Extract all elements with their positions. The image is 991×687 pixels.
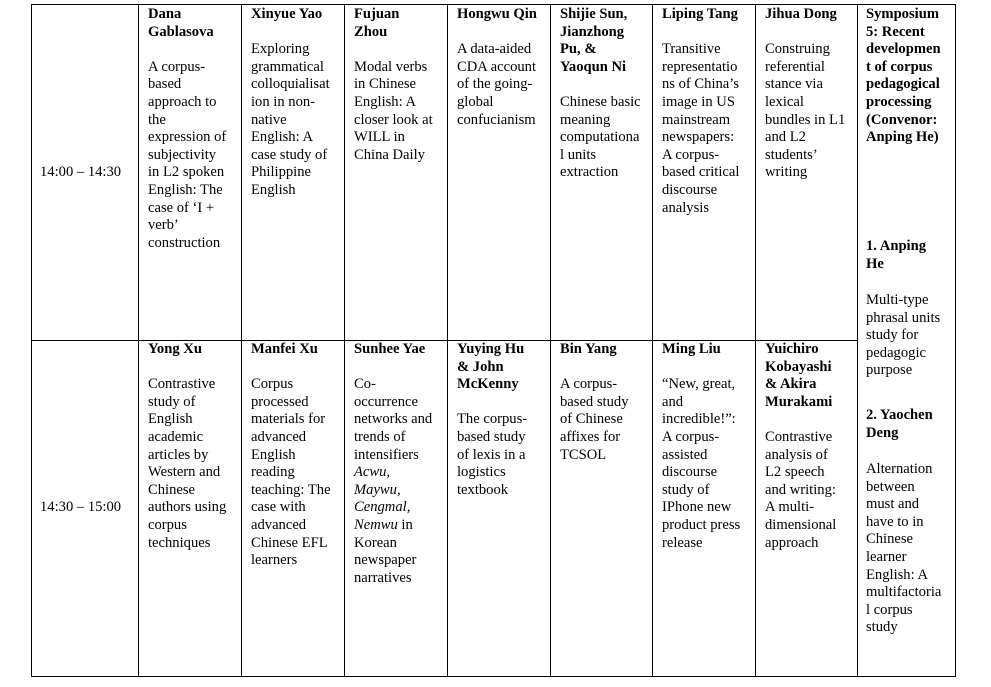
row-divider — [31, 340, 858, 341]
speaker-name: Shijie Sun, Jianzhong Pu, & Yaoqun Ni — [560, 6, 628, 75]
talk-title: Contrastive analysis of L2 speech and wr… — [765, 429, 858, 552]
session-cell: Xinyue Yao Exploring grammatical colloqui… — [241, 6, 344, 200]
session-cell: Liping Tang Transitive representatio ns o… — [652, 6, 755, 217]
column-divider — [550, 4, 551, 677]
speaker-name: Manfei Xu — [251, 341, 318, 357]
session-cell: Manfei Xu Corpus processed materials for … — [241, 341, 344, 570]
column-divider — [857, 4, 858, 677]
speaker-name: Liping Tang — [662, 6, 738, 22]
talk-title-text: Exploring grammatical colloquialisat ion… — [251, 41, 330, 198]
time-slot-1: 14:00 – 14:30 — [40, 164, 122, 180]
talk-title-text: A data-aided CDA account of the going- g… — [457, 41, 537, 128]
talk-title-text: Construing referential stance via lexica… — [765, 41, 846, 181]
talk-title-text: Contrastive study of English academic ar… — [148, 376, 227, 551]
speaker-name: Yuying Hu & John McKenny — [457, 341, 525, 393]
speaker-name: Yuichiro Kobayashi & Akira Murakami — [765, 341, 833, 410]
session-cell: Bin Yang A corpus- based study of Chinese… — [550, 341, 653, 464]
table-border-bottom — [31, 676, 956, 677]
session-cell: Yuying Hu & John McKenny The corpus- base… — [447, 341, 550, 499]
talk-title: Modal verbs in Chinese English: A closer… — [354, 59, 447, 165]
speaker-name: Fujuan Zhou — [354, 6, 400, 40]
session-cell: Shijie Sun, Jianzhong Pu, & Yaoqun Ni Chi… — [550, 6, 653, 182]
italic-text: Acwu, Maywu, Cengmal, Nemwu — [354, 464, 411, 533]
column-divider — [344, 4, 345, 677]
talk-title: Exploring grammatical colloquialisat ion… — [251, 41, 344, 199]
talk-title: Contrastive study of English academic ar… — [148, 376, 241, 552]
session-cell: Yong Xu Contrastive study of English acad… — [138, 341, 241, 552]
talk-title: A data-aided CDA account of the going- g… — [457, 41, 550, 129]
speaker-name: Xinyue Yao — [251, 6, 323, 22]
talk-title: A corpus- based study of Chinese affixes… — [560, 376, 653, 464]
talk-title-text: A corpus- based study of Chinese affixes… — [560, 376, 629, 463]
table-border-right — [955, 4, 956, 677]
talk-title: Transitive representatio ns of China’s i… — [662, 41, 755, 217]
talk-title-text: “New, great, and incredible!”: A corpus-… — [662, 376, 741, 551]
column-divider — [241, 4, 242, 677]
speaker-name: Yong Xu — [148, 341, 202, 357]
session-cell: Yuichiro Kobayashi & Akira Murakami Contr… — [755, 341, 858, 552]
session-cell: Fujuan Zhou Modal verbs in Chinese Englis… — [344, 6, 447, 164]
talk-title-text: A corpus- based approach to the expressi… — [148, 58, 227, 251]
session-cell: Ming Liu “New, great, and incredible!”: A… — [652, 341, 755, 552]
talk-title-text: Corpus processed materials for advanced … — [251, 376, 331, 569]
symposium-speaker: 2. Yaochen Deng — [866, 407, 933, 441]
talk-title: Co- occurrence networks and trends of in… — [354, 376, 447, 587]
table-border-left — [31, 4, 32, 677]
symposium-heading: Symposium 5: Recent developmen t of corp… — [866, 6, 941, 146]
symposium-talk-title: Multi-type phrasal units study for pedag… — [866, 292, 941, 379]
talk-title-text: Modal verbs in Chinese English: A closer… — [354, 58, 433, 163]
session-cell: Jihua Dong Construing referential stance … — [755, 6, 858, 182]
speaker-name: Ming Liu — [662, 341, 721, 357]
session-cell: Sunhee Yae Co- occurrence networks and tr… — [344, 341, 447, 587]
column-divider — [755, 4, 756, 677]
talk-title-text: Transitive representatio ns of China’s i… — [662, 41, 740, 216]
talk-title-text: Co- occurrence networks and trends of in… — [354, 376, 433, 463]
column-divider — [652, 4, 653, 677]
talk-title: The corpus- based study of lexis in a lo… — [457, 411, 550, 499]
session-cell: Hongwu Qin A data-aided CDA account of th… — [447, 6, 550, 129]
table-border-top — [31, 4, 956, 5]
session-cell: Dana Gablasova A corpus- based approach t… — [138, 6, 241, 252]
speaker-name: Bin Yang — [560, 341, 617, 357]
column-divider — [447, 4, 448, 677]
column-divider — [138, 4, 139, 677]
talk-title-text: Chinese basic meaning computationa l uni… — [560, 93, 641, 181]
speaker-name: Sunhee Yae — [354, 341, 426, 357]
speaker-name: Dana Gablasova — [148, 6, 214, 40]
talk-title: “New, great, and incredible!”: A corpus-… — [662, 376, 755, 552]
speaker-name: Hongwu Qin — [457, 6, 537, 22]
talk-title: A corpus- based approach to the expressi… — [148, 59, 241, 253]
talk-title-text: Contrastive analysis of L2 speech and wr… — [765, 428, 837, 551]
talk-title-text: in Korean newspaper narratives — [354, 516, 417, 586]
talk-title-text: The corpus- based study of lexis in a lo… — [457, 411, 528, 498]
talk-title: Corpus processed materials for advanced … — [251, 376, 344, 570]
talk-title: Chinese basic meaning computationa l uni… — [560, 94, 653, 182]
talk-title: Construing referential stance via lexica… — [765, 41, 858, 182]
symposium-talk-title: Alternation between must and have to in … — [866, 461, 942, 636]
symposium-speaker: 1. Anping He — [866, 238, 927, 272]
speaker-name: Jihua Dong — [765, 6, 837, 22]
time-slot-2: 14:30 – 15:00 — [40, 499, 122, 515]
